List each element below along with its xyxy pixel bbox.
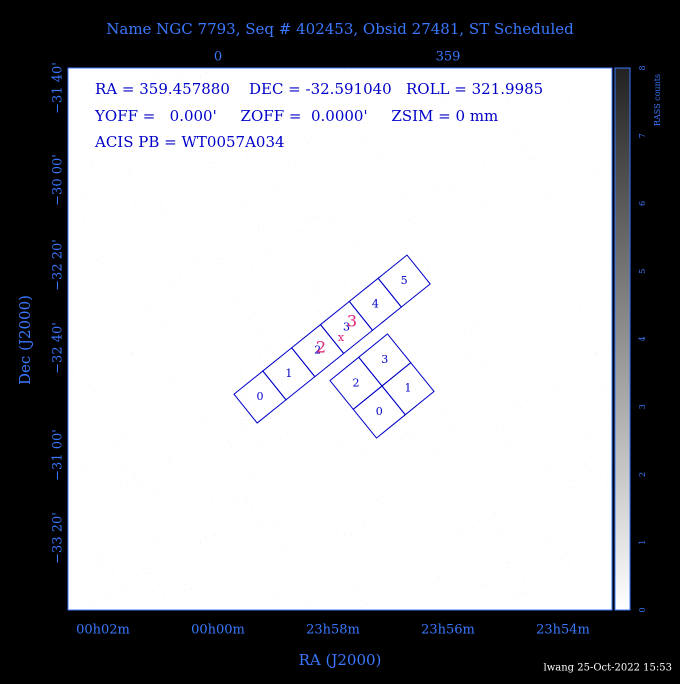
chip-label: 2 [352, 376, 359, 389]
chip-label: 3 [343, 320, 350, 333]
y-tick-label: −33 20' [51, 512, 66, 564]
colorbar-tick: 5 [638, 269, 647, 274]
chip-label: 2 [314, 344, 321, 357]
chip [381, 362, 435, 416]
colorbar-label: RASS counts [653, 74, 662, 126]
sky-image [68, 68, 612, 610]
x-tick-label: 23h56m [421, 623, 475, 638]
chip-label: 0 [376, 405, 383, 418]
y-tick-label: −32 40' [51, 322, 66, 374]
colorbar-tick: 6 [638, 201, 647, 206]
colorbar [614, 67, 631, 611]
x-tick-label: 00h02m [76, 623, 130, 638]
title: Name NGC 7793, Seq # 402453, Obsid 27481… [106, 20, 574, 38]
top-tick-label: 359 [436, 50, 461, 65]
chip-label: 3 [381, 353, 388, 366]
y-tick-label: −30 00' [51, 154, 66, 206]
chip [377, 254, 431, 308]
footer: lwang 25-Oct-2022 15:53 [544, 663, 673, 674]
colorbar-tick: 1 [638, 540, 647, 545]
x-tick-label: 00h00m [191, 623, 245, 638]
y-tick-label: −32 20' [51, 239, 66, 291]
colorbar-tick: 0 [638, 607, 647, 612]
y-tick-label: −31 00' [51, 429, 66, 481]
aimpoint-label: 2 [316, 338, 326, 357]
colorbar-tick: 4 [638, 336, 647, 341]
aimpoint-label: x [338, 331, 345, 344]
aimpoint-label: 3 [347, 312, 357, 331]
colorbar-tick: 2 [638, 472, 647, 477]
x-axis-label: RA (J2000) [299, 651, 382, 669]
chip-label: 1 [285, 367, 292, 380]
chip-label: 0 [257, 390, 264, 403]
colorbar-tick: 3 [638, 404, 647, 409]
chip-label: 4 [372, 297, 379, 310]
y-tick-label: −31 40' [51, 62, 66, 114]
colorbar-tick: 8 [638, 65, 647, 70]
info-line: RA = 359.457880 DEC = -32.591040 ROLL = … [95, 80, 543, 98]
info-line: YOFF = 0.000' ZOFF = 0.0000' ZSIM = 0 mm [94, 107, 498, 125]
acis-s: 0 1 2 3 4 5 [233, 254, 431, 424]
colorbar-tick: 7 [638, 133, 647, 138]
chip-label: 1 [405, 382, 412, 395]
x-tick-label: 23h54m [536, 623, 590, 638]
x-tick-label: 23h58m [306, 623, 360, 638]
info-line: ACIS PB = WT0057A034 [94, 133, 285, 151]
top-tick-label: 0 [214, 50, 222, 65]
chip-label: 5 [401, 274, 408, 287]
y-axis-label: Dec (J2000) [16, 295, 34, 385]
acis-i: 2 3 0 1 [329, 333, 435, 439]
plot-frame [67, 67, 613, 611]
